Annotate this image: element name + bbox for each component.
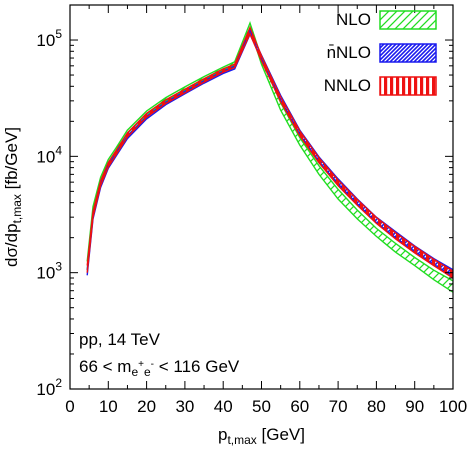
legend: NLO n̄NLO NNLO (324, 10, 437, 96)
x-tick-label: 70 (329, 397, 348, 416)
y-axis-title: dσ/dpt,max [fb/GeV] (2, 127, 24, 267)
x-axis-title-sub: t,max (227, 433, 256, 447)
y-tick-label: 104 (36, 143, 62, 166)
x-tick-label: 100 (439, 397, 467, 416)
annotation-mass-window: 66 < me+e- < 116 GeV (79, 357, 240, 379)
series-2-upper-edge (86, 25, 454, 272)
x-axis-title: pt,max [GeV] (218, 425, 305, 447)
legend-label-nnlo: NNLO (324, 76, 371, 95)
y-axis-title-pre: dσ/dp (2, 223, 21, 267)
y-axis-title-unit: [fb/GeV] (2, 127, 21, 194)
x-tick-label: 30 (175, 397, 194, 416)
y-tick-label: 102 (36, 376, 62, 399)
y-tick-labels: 102 103 104 105 (36, 27, 62, 399)
legend-swatch-nbar-nlo (379, 43, 437, 63)
annotation-process: pp, 14 TeV (79, 330, 161, 349)
x-tick-label: 20 (137, 397, 156, 416)
x-tick-label: 40 (214, 397, 233, 416)
legend-swatch-nlo (379, 10, 437, 30)
x-tick-label: 0 (65, 397, 74, 416)
y-tick-label: 105 (36, 27, 62, 50)
series-2-lower-edge (86, 32, 454, 279)
series-0-upper-edge (86, 20, 454, 282)
legend-swatch-nnlo (379, 76, 437, 96)
x-axis-title-main: p (218, 425, 227, 444)
series-0-band (87, 23, 453, 293)
plot-area (69, 4, 454, 390)
series-2-band (87, 27, 453, 278)
y-tick-label: 103 (36, 260, 62, 283)
x-tick-label: 60 (290, 397, 309, 416)
ticks-layer (69, 4, 454, 390)
x-tick-label: 80 (367, 397, 386, 416)
bands-layer (86, 20, 454, 293)
x-tick-label: 10 (99, 397, 118, 416)
legend-label-nbar-nlo: n̄NLO (327, 43, 371, 62)
annotations: pp, 14 TeV 66 < me+e- < 116 GeV (79, 330, 240, 379)
legend-label-nlo: NLO (336, 10, 371, 29)
x-tick-label: 90 (405, 397, 424, 416)
y-axis-title-sub: t,max (10, 194, 24, 223)
x-axis-title-unit: [GeV] (257, 425, 305, 444)
x-tick-label: 50 (252, 397, 271, 416)
x-tick-labels: 0 10 20 30 40 50 60 70 80 90 100 (65, 397, 467, 416)
